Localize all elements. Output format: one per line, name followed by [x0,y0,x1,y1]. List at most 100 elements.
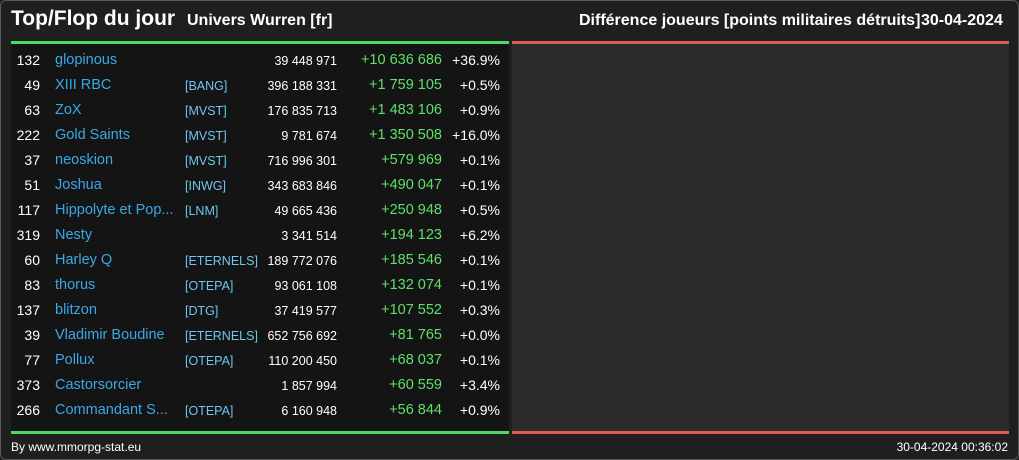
universe-label: Univers Wurren [fr] [187,12,333,29]
metric-label: Différence joueurs [points militaires dé… [579,12,921,29]
player-name-link[interactable]: ZoX [55,102,82,118]
player-score: 93 061 108 [274,279,337,293]
alliance-tag-link[interactable]: [DTG] [185,304,219,318]
table-row: 51 Joshua [INWG] 343 683 846 +490 047 +0.1% [11,173,509,198]
player-name-link[interactable]: XIII RBC [55,77,112,93]
table-row: 63 ZoX [MVST] 176 835 713 +1 483 106 +0.9% [11,98,509,123]
widget-title: Top/Flop du jour [11,7,176,30]
player-rank: 37 [24,152,40,168]
player-rank: 137 [16,302,40,318]
table-row: 83 thorus [OTEPA] 93 061 108 +132 074 +0.1% [11,273,509,298]
score-difference: +107 552 [381,302,442,318]
percent-change: +0.1% [459,152,500,168]
player-name-link[interactable]: Nesty [55,227,93,243]
player-score: 396 188 331 [267,79,337,93]
alliance-tag-link[interactable]: [OTEPA] [185,279,234,293]
player-rank: 63 [24,102,40,118]
player-score: 189 772 076 [267,254,337,268]
score-difference: +68 037 [389,352,442,368]
percent-change: +36.9% [452,52,500,68]
score-difference: +250 948 [381,202,442,218]
player-name-link[interactable]: Joshua [55,177,102,193]
player-rank: 132 [16,52,40,68]
generated-timestamp: 30-04-2024 00:36:02 [896,440,1008,454]
player-rank: 222 [16,127,40,143]
percent-change: +0.1% [459,177,500,193]
table-row: 373 Castorsorcier 1 857 994 +60 559 +3.4% [11,373,509,398]
score-difference: +1 350 508 [369,127,442,143]
top-panel [11,41,509,434]
percent-change: +0.0% [459,327,500,343]
table-row: 266 Commandant S... [OTEPA] 6 160 948 +56 84… [11,398,509,423]
player-rank: 117 [17,202,40,218]
percent-change: +0.5% [459,202,500,218]
player-score: 716 996 301 [267,154,337,168]
player-name-link[interactable]: Gold Saints [55,127,130,143]
top-accent-bar [11,41,509,44]
player-name-link[interactable]: thorus [55,277,96,293]
table-row: 117 Hippolyte et Pop... [LNM] 49 665 436 +25… [11,198,509,223]
table-row: 37 neoskion [MVST] 716 996 301 +579 969 +0.1% [11,148,509,173]
percent-change: +0.3% [459,302,500,318]
player-name-link[interactable]: Hippolyte et Pop... [55,202,174,218]
score-difference: +81 765 [389,327,442,343]
player-name-link[interactable]: neoskion [55,152,114,168]
percent-change: +6.2% [459,227,500,243]
header: Top/Flop du jour Univers Wurren [fr] Dif… [1,1,1018,41]
score-difference: +132 074 [381,277,442,293]
alliance-tag-link[interactable]: [OTEPA] [185,404,234,418]
player-score: 343 683 846 [267,179,337,193]
player-name-link[interactable]: glopinous [55,52,118,68]
player-name-link[interactable]: Castorsorcier [55,377,142,393]
top-accent-bar-bottom [11,431,509,434]
score-difference: +194 123 [381,227,442,243]
player-rank: 51 [24,177,40,193]
player-rank: 77 [24,352,40,368]
player-rank: 49 [24,77,40,93]
top-list: 132 glopinous 39 448 971 +10 636 686 +36.9% 4… [11,48,509,423]
alliance-tag-link[interactable]: [MVST] [185,104,227,118]
table-row: 60 Harley Q [ETERNELS] 189 772 076 +185 546 +… [11,248,509,273]
alliance-tag-link[interactable]: [INWG] [185,179,226,193]
score-difference: +10 636 686 [360,52,442,68]
player-score: 110 200 450 [268,354,337,368]
alliance-tag-link[interactable]: [MVST] [185,154,227,168]
player-score: 49 665 436 [274,204,337,218]
table-row: 137 blitzon [DTG] 37 419 577 +107 552 +0.3% [11,298,509,323]
percent-change: +0.9% [459,102,500,118]
score-difference: +1 759 105 [369,77,442,93]
percent-change: +0.1% [459,352,500,368]
player-name-link[interactable]: Pollux [55,352,95,368]
alliance-tag-link[interactable]: [BANG] [185,79,228,93]
player-name-link[interactable]: blitzon [55,302,97,318]
player-name-link[interactable]: Commandant S... [55,402,168,418]
player-score: 9 781 674 [281,129,337,143]
percent-change: +16.0% [452,127,500,143]
alliance-tag-link[interactable]: [ETERNELS] [185,254,258,268]
alliance-tag-link[interactable]: [ETERNELS] [185,329,258,343]
alliance-tag-link[interactable]: [OTEPA] [185,354,234,368]
flop-panel [512,41,1009,434]
player-rank: 60 [24,252,40,268]
score-difference: +185 546 [381,252,442,268]
player-score: 6 160 948 [281,404,337,418]
alliance-tag-link[interactable]: [MVST] [185,129,227,143]
percent-change: +3.4% [459,377,500,393]
score-difference: +1 483 106 [369,102,442,118]
table-row: 39 Vladimir Boudine [ETERNELS] 652 756 692 +… [11,323,509,348]
player-rank: 266 [16,402,40,418]
player-score: 176 835 713 [267,104,337,118]
player-rank: 83 [24,277,40,293]
site-credit[interactable]: By www.mmorpg-stat.eu [11,440,142,454]
score-difference: +60 559 [389,377,442,393]
flop-accent-bar-bottom [512,431,1009,434]
alliance-tag-link[interactable]: [LNM] [185,204,219,218]
player-name-link[interactable]: Vladimir Boudine [55,327,165,343]
player-score: 1 857 994 [281,379,337,393]
percent-change: +0.1% [459,277,500,293]
player-score: 3 341 514 [281,229,337,243]
score-difference: +490 047 [381,177,442,193]
player-name-link[interactable]: Harley Q [55,252,113,268]
player-score: 652 756 692 [267,329,337,343]
